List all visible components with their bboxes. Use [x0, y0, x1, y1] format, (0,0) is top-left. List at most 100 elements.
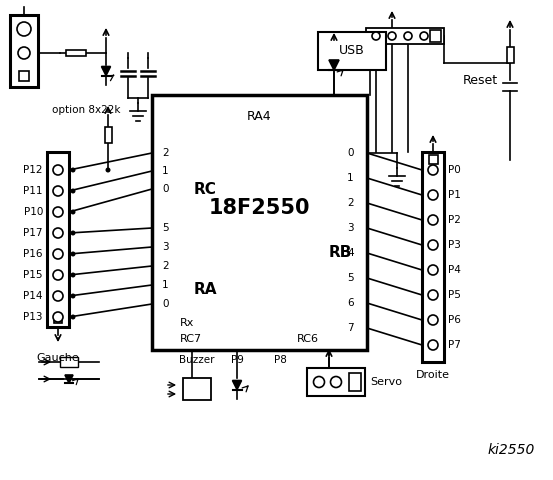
- Circle shape: [53, 165, 63, 175]
- Text: P17: P17: [23, 228, 43, 238]
- Bar: [19, 71, 29, 81]
- Text: P13: P13: [23, 312, 43, 322]
- Text: P9: P9: [231, 355, 243, 365]
- Circle shape: [70, 293, 76, 299]
- Text: P14: P14: [23, 291, 43, 301]
- Text: 0: 0: [162, 184, 169, 194]
- Text: 2: 2: [347, 198, 353, 208]
- Text: P10: P10: [24, 207, 43, 217]
- Bar: [422, 152, 444, 362]
- Circle shape: [18, 47, 30, 59]
- Text: 4: 4: [347, 248, 353, 258]
- Text: P8: P8: [274, 355, 286, 365]
- Bar: [429, 155, 437, 164]
- Text: 5: 5: [347, 273, 353, 283]
- Text: 1: 1: [162, 280, 169, 290]
- Circle shape: [388, 32, 396, 40]
- Text: RC6: RC6: [297, 334, 319, 344]
- Text: P15: P15: [23, 270, 43, 280]
- Text: option 8x22k: option 8x22k: [52, 105, 120, 115]
- Text: P11: P11: [23, 186, 43, 196]
- Bar: [105, 127, 112, 143]
- Text: Reset: Reset: [463, 73, 498, 86]
- Circle shape: [17, 22, 31, 36]
- Circle shape: [420, 32, 428, 40]
- Text: Rx: Rx: [180, 318, 194, 328]
- Circle shape: [53, 312, 63, 322]
- Text: 0: 0: [162, 299, 169, 309]
- Text: 3: 3: [347, 223, 353, 233]
- Circle shape: [372, 32, 380, 40]
- Circle shape: [331, 376, 342, 387]
- Text: 1: 1: [347, 173, 353, 183]
- Text: P1: P1: [448, 190, 461, 200]
- Bar: [60, 357, 78, 367]
- Polygon shape: [65, 375, 73, 383]
- Polygon shape: [102, 67, 111, 75]
- Text: RC: RC: [194, 182, 217, 197]
- Circle shape: [53, 228, 63, 238]
- Text: P4: P4: [448, 265, 461, 275]
- Text: 18F2550: 18F2550: [208, 197, 310, 217]
- Text: 6: 6: [347, 298, 353, 308]
- Text: P5: P5: [448, 290, 461, 300]
- Circle shape: [53, 249, 63, 259]
- Circle shape: [70, 252, 76, 256]
- Circle shape: [314, 376, 325, 387]
- Circle shape: [428, 215, 438, 225]
- Circle shape: [70, 189, 76, 193]
- Text: RA: RA: [194, 283, 217, 298]
- Text: P0: P0: [448, 165, 461, 175]
- Text: P16: P16: [23, 249, 43, 259]
- Circle shape: [70, 314, 76, 320]
- Text: Buzzer: Buzzer: [179, 355, 215, 365]
- Circle shape: [428, 315, 438, 325]
- Bar: [183, 378, 211, 400]
- Bar: [307, 368, 365, 396]
- Circle shape: [53, 186, 63, 196]
- Text: RC7: RC7: [180, 334, 202, 344]
- Bar: [430, 30, 441, 42]
- Text: RA4: RA4: [247, 110, 272, 123]
- Circle shape: [70, 230, 76, 236]
- Text: 2: 2: [162, 261, 169, 271]
- Circle shape: [70, 273, 76, 277]
- Text: 7: 7: [347, 323, 353, 333]
- Bar: [54, 315, 62, 323]
- Bar: [10, 15, 38, 87]
- Text: 0: 0: [347, 148, 353, 158]
- Circle shape: [70, 168, 76, 172]
- Bar: [507, 47, 514, 63]
- Circle shape: [428, 165, 438, 175]
- Text: ki2550: ki2550: [488, 443, 535, 457]
- Text: Droite: Droite: [416, 370, 450, 380]
- Polygon shape: [329, 60, 339, 70]
- Circle shape: [404, 32, 412, 40]
- Circle shape: [53, 270, 63, 280]
- Text: 2: 2: [162, 148, 169, 158]
- Text: 5: 5: [162, 223, 169, 233]
- Bar: [152, 95, 367, 350]
- Circle shape: [428, 240, 438, 250]
- Text: Gauche: Gauche: [36, 353, 80, 363]
- Bar: [66, 50, 86, 56]
- Text: P7: P7: [448, 340, 461, 350]
- Text: 1: 1: [162, 166, 169, 176]
- Text: P3: P3: [448, 240, 461, 250]
- Text: P12: P12: [23, 165, 43, 175]
- Bar: [366, 28, 444, 44]
- Text: USB: USB: [339, 45, 365, 58]
- Bar: [318, 32, 386, 70]
- Bar: [349, 373, 361, 391]
- Text: RB: RB: [329, 245, 352, 260]
- Bar: [47, 152, 69, 327]
- Circle shape: [428, 190, 438, 200]
- Circle shape: [70, 209, 76, 215]
- Text: P2: P2: [448, 215, 461, 225]
- Circle shape: [106, 168, 111, 172]
- Circle shape: [53, 207, 63, 217]
- Circle shape: [428, 290, 438, 300]
- Text: Servo: Servo: [370, 377, 402, 387]
- Text: P6: P6: [448, 315, 461, 325]
- Circle shape: [428, 340, 438, 350]
